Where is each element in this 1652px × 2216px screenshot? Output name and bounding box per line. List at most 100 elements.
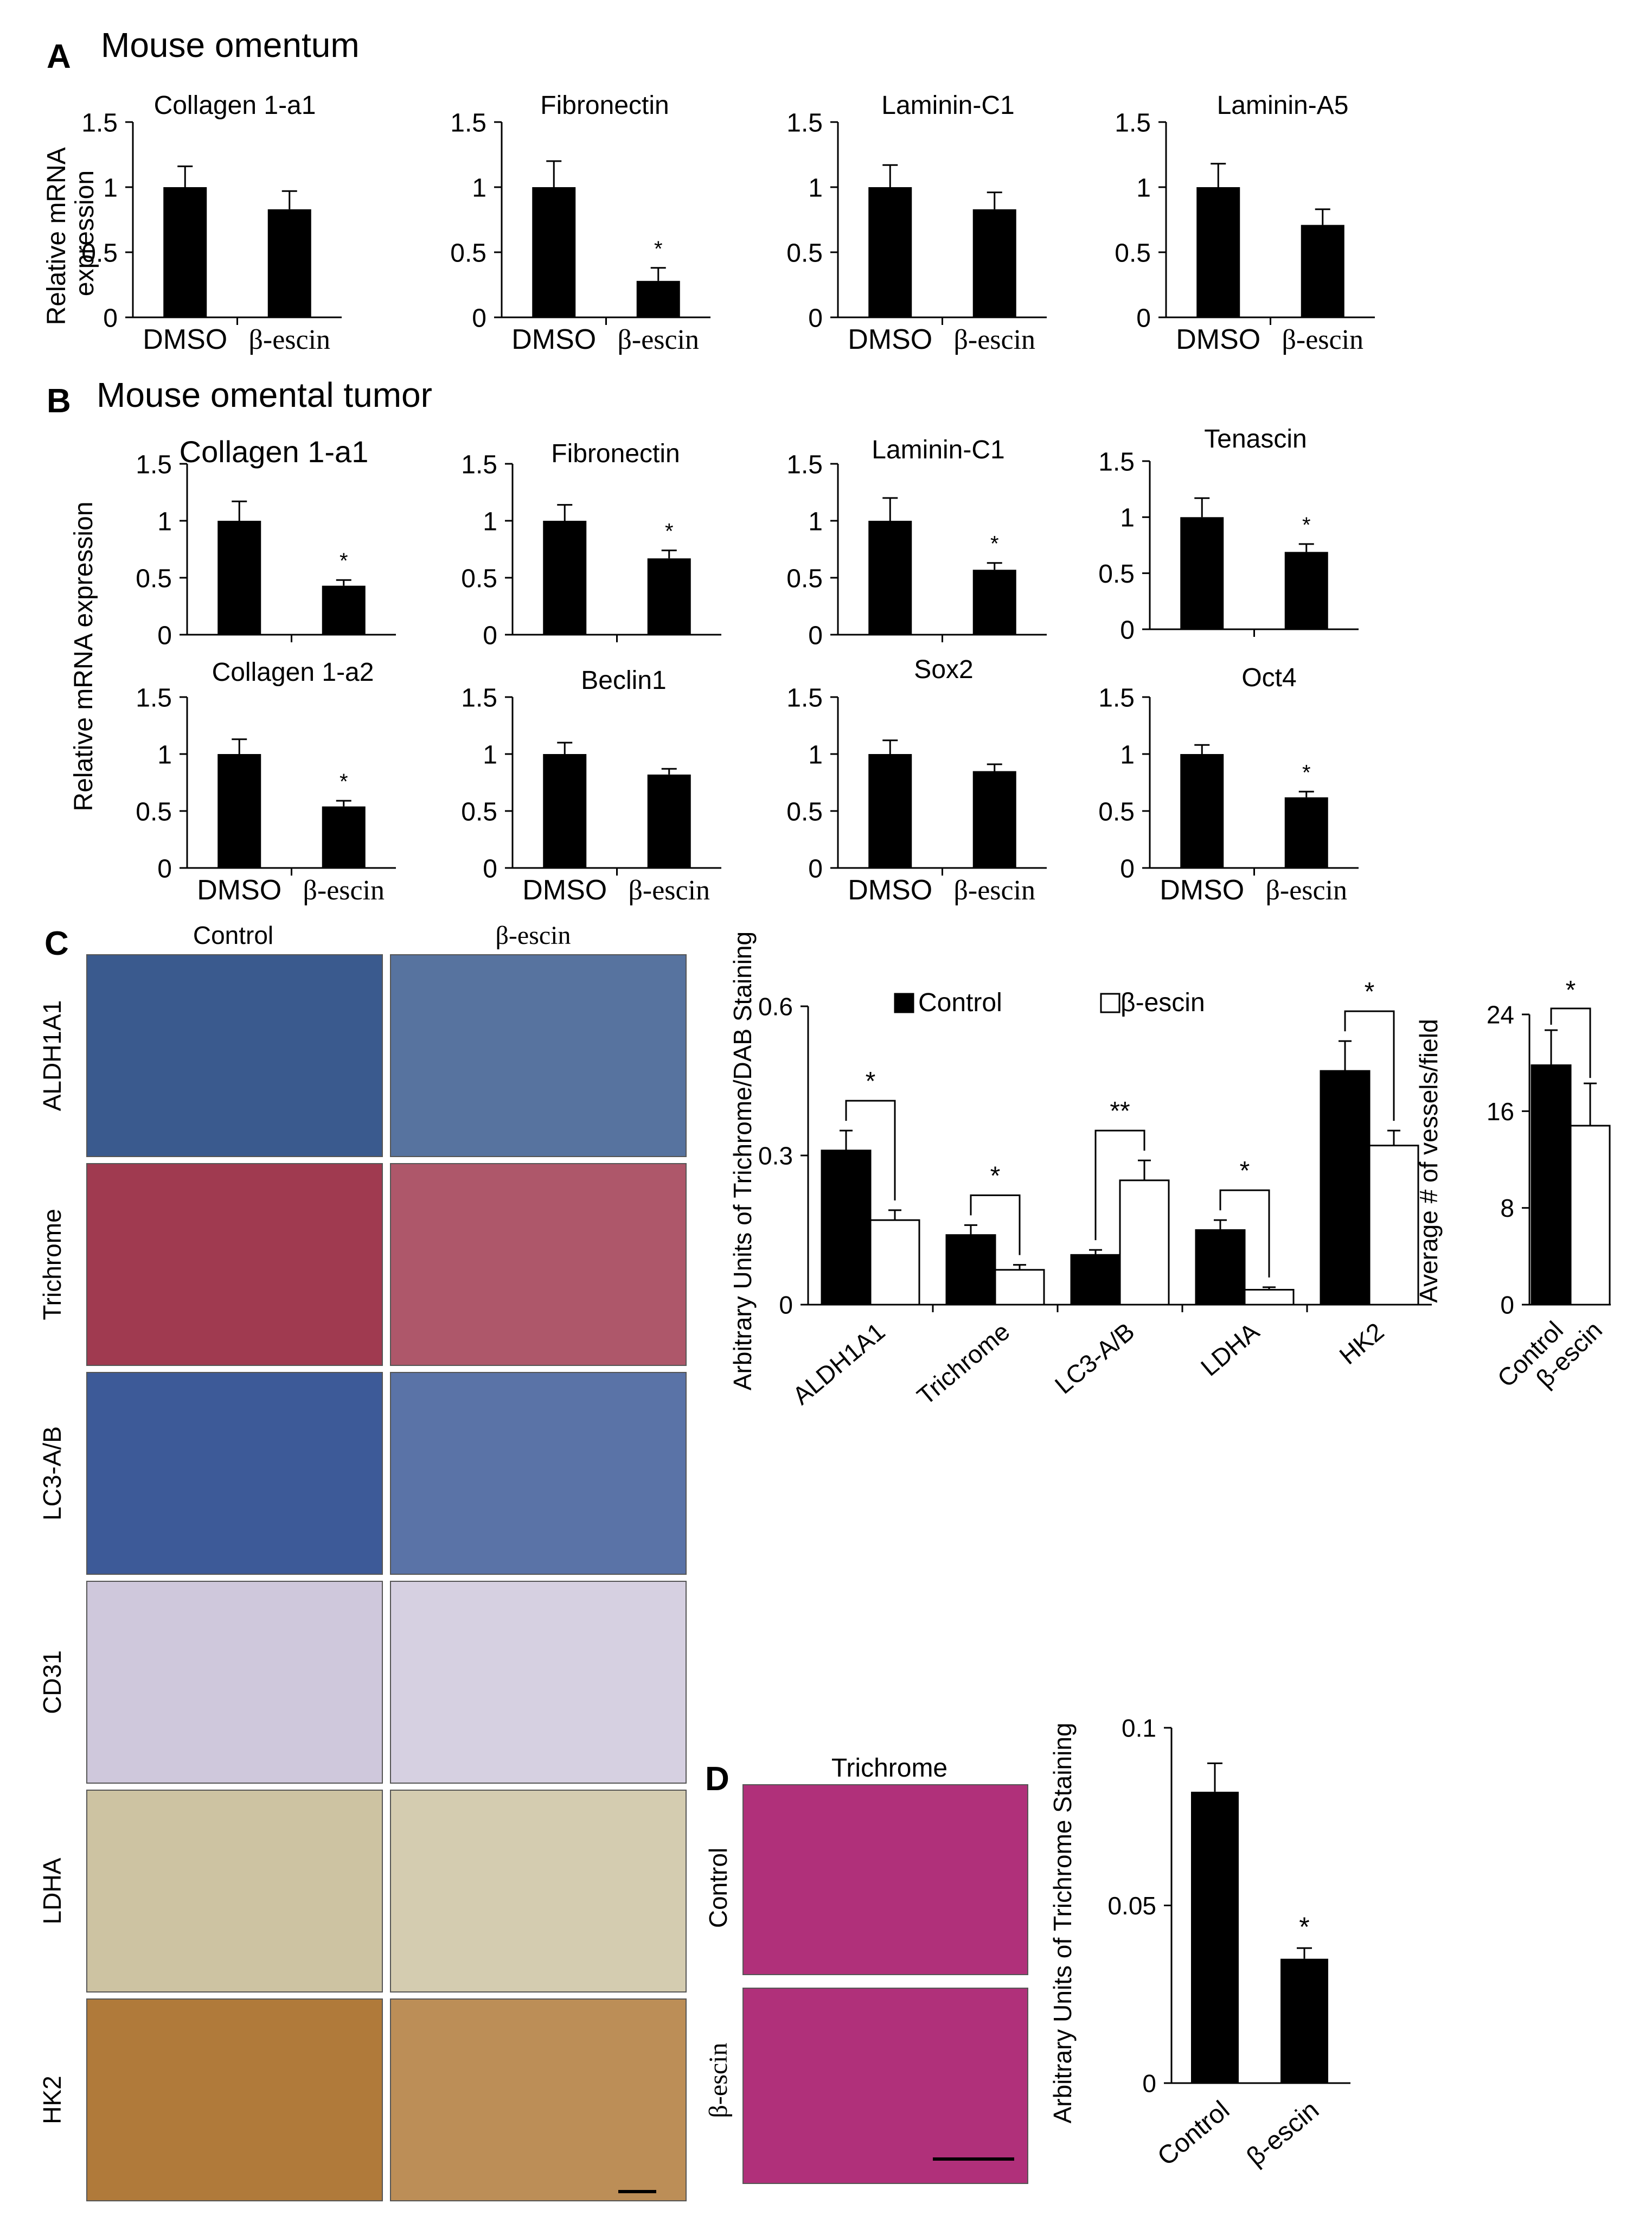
significance-mark: *	[990, 532, 999, 556]
x-tick-label: β-escin	[1265, 875, 1347, 906]
chart-12: Oct4 0 0.5 1 1.5 DMSO * β-escin	[1098, 663, 1359, 906]
histology-image-control	[86, 954, 383, 1157]
y-tick-label: 0.6	[758, 993, 793, 1021]
bar-control	[821, 1149, 872, 1306]
significance-mark: **	[1110, 1097, 1130, 1126]
chart-11: Sox2 0 0.5 1 1.5 DMSO β-escin	[786, 655, 1047, 906]
y-tick-label: 1	[1120, 740, 1135, 769]
y-tick-label: 1	[472, 174, 486, 202]
chart-title: Oct4	[1241, 663, 1296, 692]
significance-mark: *	[866, 1067, 876, 1096]
y-tick-label: 0.5	[1098, 797, 1135, 826]
bar	[1284, 797, 1328, 868]
y-tick-label: 1.5	[1115, 108, 1151, 137]
chart-title: Sox2	[914, 655, 973, 684]
y-tick-label: 1.5	[786, 450, 823, 479]
chart-5: Collagen 1-a1 0 0.5 1 1.5 *	[136, 435, 396, 650]
chart-10: Beclin1 0 0.5 1 1.5 DMSO β-escin	[461, 666, 721, 906]
bar	[1191, 1791, 1239, 2083]
x-tick-label: DMSO	[143, 324, 227, 355]
y-tick-label: 1.5	[786, 108, 823, 137]
histology-image-escin	[390, 1790, 687, 1993]
histology-image-escin	[390, 954, 687, 1157]
y-tick-label: 0.5	[136, 797, 172, 826]
bar	[868, 754, 912, 868]
histology-image-control	[742, 1784, 1028, 1975]
x-tick-label: DMSO	[511, 324, 596, 355]
bar	[1301, 225, 1344, 317]
bar-escin	[1570, 1125, 1611, 1306]
y-tick-label: 0.5	[461, 564, 497, 593]
x-tick-label: HK2	[1334, 1317, 1389, 1370]
bar	[647, 558, 691, 635]
panel-a-ylabel: Relative mRNA expression	[42, 142, 99, 325]
bar	[543, 521, 587, 635]
x-tick-label: DMSO	[522, 874, 607, 906]
significance-mark: *	[1299, 1912, 1309, 1942]
significance-bracket	[1550, 1007, 1591, 1078]
x-tick-label: DMSO	[1176, 324, 1260, 355]
y-tick-label: 16	[1487, 1097, 1514, 1126]
panel-b-letter: B	[47, 382, 71, 420]
y-tick-label: 1.5	[461, 684, 497, 712]
y-tick-label: 0	[1120, 616, 1135, 644]
significance-mark: *	[654, 237, 663, 261]
legend-swatch-escin	[1100, 993, 1120, 1013]
y-tick-label: 0	[472, 304, 486, 333]
bar	[972, 570, 1016, 635]
x-tick-label: DMSO	[1160, 874, 1244, 906]
chart-9: Collagen 1-a2 0 0.5 1 1.5 DMSO * β-escin	[136, 658, 396, 906]
chart-title: Laminin-C1	[881, 91, 1014, 120]
y-tick-label: 1.5	[461, 450, 497, 479]
panel-c-images: ALDH1A1 Trichrome LC3-A/B CD31 LDHA HK2	[38, 954, 687, 2201]
y-tick-label: 0	[483, 621, 497, 650]
histology-image-escin	[742, 1988, 1028, 2184]
histology-image-control	[86, 1163, 383, 1366]
x-tick-label: β-escin	[303, 875, 385, 906]
y-tick-label: 0	[103, 304, 118, 333]
significance-bracket	[1094, 1129, 1145, 1241]
y-tick-label: 0.5	[136, 564, 172, 593]
chart-title: Laminin-A5	[1217, 91, 1349, 120]
x-tick-label: Trichrome	[912, 1317, 1015, 1410]
significance-bracket	[1219, 1189, 1270, 1278]
y-tick-label: 1.5	[1098, 684, 1135, 712]
y-tick-label: 0.5	[786, 564, 823, 593]
bar	[1180, 754, 1224, 868]
y-tick-label: 1.5	[136, 684, 172, 712]
row-label: LDHA	[38, 1857, 66, 1924]
significance-mark: *	[340, 549, 348, 573]
bar-escin	[869, 1219, 920, 1306]
x-tick-label: β-escin	[628, 875, 710, 906]
y-tick-label: 1	[157, 740, 172, 769]
bar	[267, 209, 311, 317]
bar-control	[945, 1234, 996, 1306]
bar-escin	[1368, 1145, 1419, 1306]
panel-d-images	[742, 1784, 1028, 2184]
bar-control	[1070, 1254, 1121, 1306]
y-tick-label: 0.5	[1098, 560, 1135, 589]
significance-mark: *	[1240, 1157, 1250, 1185]
histology-image-escin	[390, 1163, 687, 1366]
bar-escin	[1119, 1179, 1170, 1306]
chart-title: Tenascin	[1204, 425, 1307, 454]
histology-image-escin	[390, 1998, 687, 2201]
y-tick-label: 0	[808, 854, 823, 883]
chart-2: Fibronectin 0 0.5 1 1.5 DMSO * β-escin	[450, 91, 710, 355]
y-tick-label: 1	[483, 507, 497, 536]
chart-6: Fibronectin 0 0.5 1 1.5 *	[461, 439, 721, 650]
bar	[1284, 552, 1328, 629]
y-tick-label: 1	[157, 507, 172, 536]
y-tick-label: 0	[808, 621, 823, 650]
significance-bracket	[1344, 1010, 1395, 1121]
bar-escin	[1244, 1289, 1295, 1306]
panel-a-title: Mouse omentum	[101, 25, 360, 65]
y-tick-label: 1	[103, 174, 118, 202]
chart-1: Collagen 1-a1 0 0.5 1 1.5 DMSO β-escin	[81, 91, 342, 355]
significance-mark: *	[990, 1161, 1001, 1190]
y-tick-label: 0.5	[450, 239, 486, 267]
panel-d-col-title: Trichrome	[831, 1754, 947, 1783]
histology-image-control	[86, 1998, 383, 2201]
y-tick-label: 1.5	[786, 684, 823, 712]
